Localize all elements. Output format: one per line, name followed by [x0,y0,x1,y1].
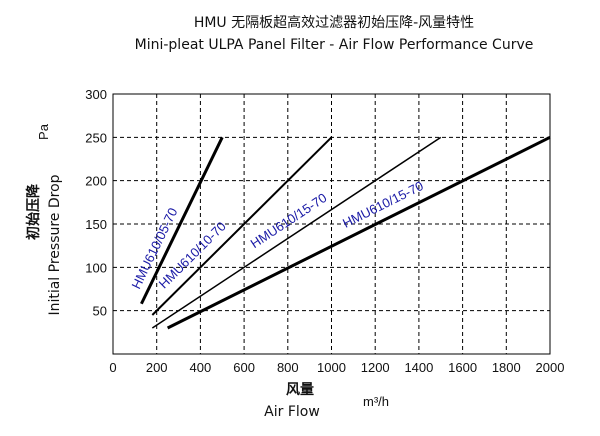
x-axis-label-en: Air Flow [264,404,320,420]
y-axis-unit: Pa [36,123,51,140]
chart-title: HMU 无隔板超高效过滤器初始压降-风量特性 [194,14,474,31]
x-tick-label: 400 [190,360,212,375]
y-axis-label-cn: 初始压降 [25,183,42,240]
x-tick-label: 800 [277,360,299,375]
x-tick-label: 600 [233,360,255,375]
y-tick-label: 100 [85,260,107,275]
series-line [151,136,442,329]
x-tick-label: 1800 [492,360,521,375]
x-axis-label-cn: 风量 [286,382,314,398]
series-line [140,136,224,305]
y-tick-labels: 50 100 150 200 250 300 [85,87,107,319]
x-tick-label: 1000 [317,360,346,375]
x-tick-label: 1600 [448,360,477,375]
series-line [166,135,551,330]
y-tick-label: 50 [93,304,107,319]
x-tick-label: 1400 [404,360,433,375]
x-axis-unit: m³/h [363,394,389,409]
x-tick-label: 200 [146,360,168,375]
y-axis-label-en: Initial Pressure Drop [47,174,63,315]
y-tick-label: 150 [85,217,107,232]
series-label: HMU610/15-70 [248,190,330,251]
y-tick-label: 250 [85,130,107,145]
x-tick-label: 0 [109,360,116,375]
chart-subtitle: Mini-pleat ULPA Panel Filter - Air Flow … [135,37,534,53]
x-tick-label: 1200 [361,360,390,375]
y-tick-label: 200 [85,174,107,189]
y-tick-label: 300 [85,87,107,102]
plot-frame [112,93,551,355]
x-tick-label: 2000 [536,360,565,375]
series-lines [140,135,551,330]
grid-lines [113,94,550,354]
x-tick-labels: 0 200 400 600 800 1000 1200 1400 1600 1800 2000 [109,360,564,375]
series-line [151,136,333,316]
